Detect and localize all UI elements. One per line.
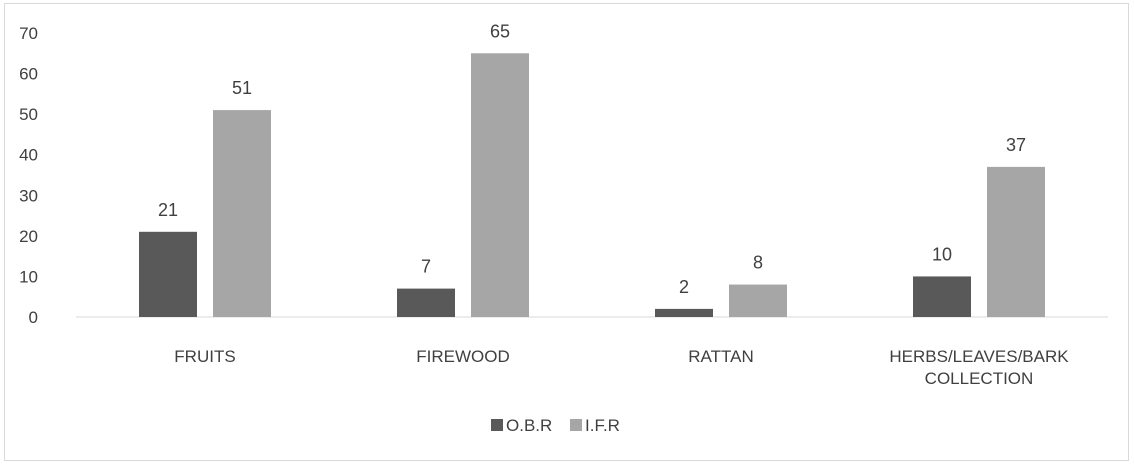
y-tick-label: 50 [19,105,38,124]
x-tick-label: COLLECTION [925,369,1034,388]
legend-label: O.B.R [506,416,552,435]
y-tick-label: 30 [19,186,38,205]
bar-ifr [729,284,787,317]
bar-ifr [987,166,1045,317]
y-tick-label: 60 [19,65,38,84]
y-tick-label: 40 [19,146,38,165]
y-tick-label: 20 [19,227,38,246]
bar-obr [397,288,455,317]
data-label: 37 [1006,135,1026,155]
data-label: 8 [753,253,763,273]
data-label: 51 [232,78,252,98]
data-label: 10 [932,244,952,264]
data-label: 7 [421,257,431,277]
y-tick-label: 0 [29,308,38,327]
y-tick-label: 10 [19,267,38,286]
legend-swatch-ifr [570,419,582,431]
data-label: 21 [158,200,178,220]
data-label: 65 [490,21,510,41]
bar-obr [655,308,713,317]
x-tick-label: FIREWOOD [416,347,510,366]
bar-obr [139,231,197,317]
bar-obr [913,276,971,317]
data-label: 2 [679,277,689,297]
legend-label: I.F.R [585,416,620,435]
x-tick-label: RATTAN [688,347,753,366]
bar-ifr [213,110,271,317]
bar-ifr [471,53,529,318]
y-tick-label: 70 [19,24,38,43]
x-tick-label: FRUITS [174,347,235,366]
legend-swatch-obr [491,419,503,431]
x-tick-label: HERBS/LEAVES/BARK [889,347,1069,366]
